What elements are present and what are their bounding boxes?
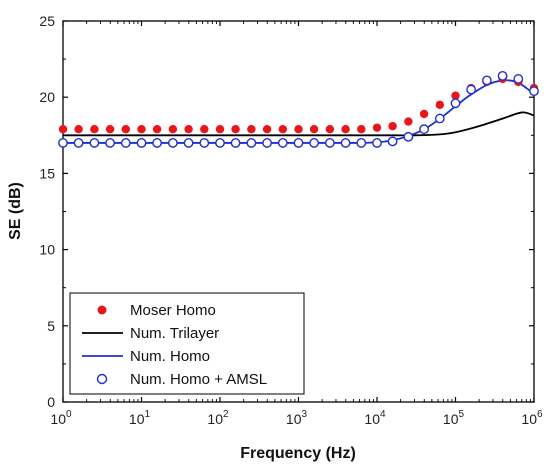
moser-homo-point [404,117,413,126]
num-homo-amsl-point [340,138,351,148]
x-tick-label: 104 [364,409,386,427]
num-homo-amsl-point [152,138,162,148]
num-homo-amsl-point [324,138,335,148]
x-axis-title: Frequency (Hz) [240,445,356,462]
moser-homo-point [200,125,209,134]
moser-homo-point [137,125,146,134]
num-homo-amsl-point [167,138,178,148]
x-tick-label: 100 [50,409,72,427]
num-homo-amsl-point [513,74,524,84]
legend-swatch-moser-homo [97,305,107,315]
num-homo-amsl-point [120,138,131,148]
moser-homo-point [184,125,193,134]
moser-homo-point [294,125,303,134]
x-tick-label: 102 [207,409,229,427]
axis-ticks: 0 5 10 15 20 25 100 101 102 103 104 105 106 [39,13,543,427]
moser-homo-point [278,125,288,134]
num-homo-amsl-point [105,138,115,148]
num-homo-amsl-point [529,86,539,97]
num-homo-amsl-point [136,138,147,148]
moser-homo-point [372,123,382,132]
moser-homo-point [357,125,366,134]
num-homo-amsl-point [293,138,304,148]
num-homo-amsl-point [403,131,414,142]
y-tick-label: 25 [39,13,55,29]
num-homo-amsl-point [262,138,272,148]
moser-homo-point [341,125,350,134]
x-tick-label: 101 [129,409,151,427]
legend-swatch-num-homo-amsl [96,373,108,385]
legend-label-num-trilayer: Num. Trilayer [130,325,219,342]
marker-layer [58,70,539,148]
y-tick-label: 20 [39,89,55,105]
legend: Moser Homo Num. Trilayer Num. Homo Num. Hom… [69,292,305,395]
moser-homo-point [90,125,99,134]
moser-homo-point [419,109,429,119]
x-tick-label: 106 [521,409,543,427]
num-homo-amsl-point [309,138,319,148]
num-homo-amsl-point [497,70,508,81]
y-tick-label: 10 [39,242,55,258]
legend-label-moser-homo: Moser Homo [130,302,216,319]
num-homo-amsl-point [58,138,68,148]
moser-homo-point [168,125,178,134]
series-layer [63,79,534,144]
num-trilayer-line [63,111,534,137]
y-tick-label: 0 [47,394,55,410]
num-homo-amsl-point [466,84,476,95]
num-homo-amsl-point [89,138,100,148]
moser-homo-point [262,125,272,134]
num-homo-amsl-point [387,136,398,147]
num-homo-amsl-point [215,138,225,148]
moser-homo-point [325,125,335,134]
moser-homo-point [247,125,256,134]
moser-homo-point [435,100,445,110]
num-homo-amsl-point [73,138,84,148]
num-homo-amsl-point [277,138,288,148]
num-homo-amsl-point [450,98,461,109]
y-axis-title: SE (dB) [7,182,24,240]
num-homo-amsl-point [183,138,194,148]
x-tick-label: 103 [286,409,308,427]
moser-homo-point [152,125,162,134]
x-tick-label: 105 [443,409,465,427]
legend-box [69,292,305,395]
moser-homo-point [105,125,115,134]
y-tick-label: 5 [47,318,55,334]
moser-homo-point [388,121,397,131]
num-homo-line [63,79,534,144]
num-homo-amsl-point [481,75,492,86]
legend-label-num-homo: Num. Homo [130,348,210,365]
legend-label-num-homo-amsl: Num. Homo + AMSL [130,371,267,388]
num-homo-amsl-point [434,113,445,124]
moser-homo-point [215,125,225,134]
moser-homo-point [58,125,68,134]
moser-homo-point [121,125,131,134]
num-homo-amsl-point [419,124,429,135]
moser-homo-point [451,91,460,100]
moser-homo-point [74,125,83,134]
moser-homo-point [231,125,240,134]
num-homo-amsl-point [356,138,367,148]
y-tick-label: 15 [39,165,55,181]
num-homo-amsl-point [230,138,241,148]
num-homo-amsl-point [199,138,210,148]
num-homo-amsl-point [246,138,257,148]
moser-homo-point [309,125,319,134]
num-homo-amsl-point [372,138,382,148]
